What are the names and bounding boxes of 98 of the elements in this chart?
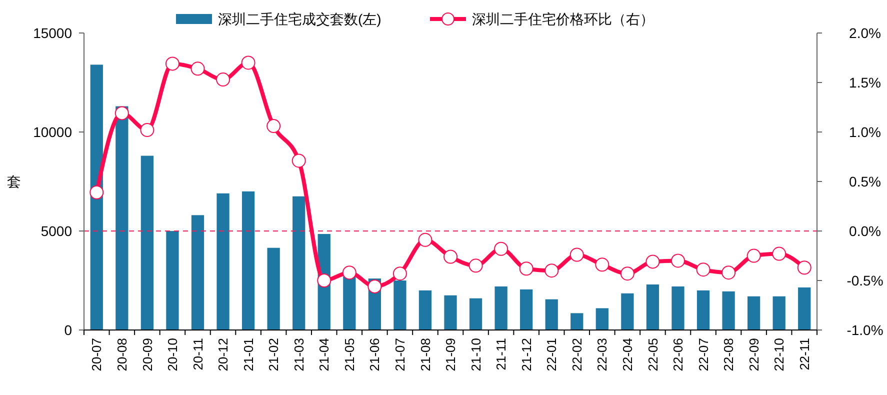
point [241, 56, 256, 70]
point [519, 262, 534, 276]
y2-tick-label: 0.5% [849, 173, 881, 190]
bar [267, 248, 280, 330]
bar [343, 276, 356, 330]
x-tick-label: 21-02 [266, 338, 282, 372]
x-tick-label: 22-09 [746, 338, 762, 372]
x-tick-label: 20-09 [140, 338, 155, 372]
bar [696, 290, 710, 330]
bar [90, 64, 103, 330]
point [444, 250, 458, 264]
x-tick-label: 20-07 [89, 338, 104, 372]
x-tick-label: 20-10 [165, 338, 180, 372]
bar [191, 215, 204, 330]
bar [166, 231, 179, 330]
point [468, 258, 483, 273]
bar [394, 280, 406, 330]
x-tick-label: 22-04 [620, 338, 635, 372]
bar [596, 308, 608, 330]
x-tick-label: 21-06 [367, 338, 382, 372]
point [266, 119, 281, 134]
point [646, 254, 660, 269]
x-tick-label: 20-08 [114, 338, 130, 372]
y-tick-label: 0 [64, 322, 72, 338]
bar [116, 106, 128, 330]
point [595, 258, 610, 272]
x-tick-label: 20-12 [216, 338, 231, 372]
bar [444, 295, 457, 330]
legend-label: 深圳二手住宅成交套数(左) [218, 10, 382, 27]
bar [140, 156, 154, 330]
point [722, 266, 736, 280]
bar [772, 296, 786, 330]
bar [722, 291, 735, 330]
point [368, 279, 382, 294]
bar [418, 290, 432, 330]
x-tick-label: 21-10 [468, 338, 484, 372]
point [570, 248, 584, 262]
bar [494, 286, 508, 330]
x-tick-label: 22-07 [696, 338, 711, 372]
y2-tick-label: 1.5% [849, 74, 881, 90]
x-tick-label: 21-12 [518, 338, 534, 372]
bar [747, 296, 760, 330]
point [392, 266, 407, 281]
x-tick-label: 21-01 [240, 338, 256, 372]
point [165, 56, 180, 71]
x-tick-label: 22-08 [721, 338, 736, 372]
bar [545, 299, 558, 330]
x-tick-label: 20-11 [190, 338, 206, 370]
point [190, 62, 205, 76]
bar [520, 289, 533, 330]
x-tick-label: 22-10 [772, 338, 787, 372]
x-tick-label: 21-07 [392, 338, 408, 372]
bar [646, 284, 660, 330]
x-tick-label: 22-02 [569, 338, 584, 372]
y2-tick-label: -0.5% [846, 272, 884, 288]
x-tick-label: 21-05 [342, 338, 357, 372]
bar [292, 196, 306, 330]
y2-tick-label: 2.0% [849, 24, 881, 41]
x-tick-label: 21-08 [418, 338, 433, 372]
point [772, 246, 786, 261]
bar [621, 293, 634, 330]
x-tick-label: 22-01 [544, 338, 560, 372]
y2-tick-label: -1.0% [846, 322, 884, 338]
point [418, 232, 432, 247]
x-tick-label: 21-11 [494, 338, 509, 370]
x-tick-label: 21-04 [316, 338, 332, 372]
x-tick-label: 21-09 [443, 338, 458, 372]
point [696, 262, 710, 277]
y-tick-label: 10000 [33, 124, 72, 140]
point [90, 185, 104, 200]
point [317, 274, 332, 288]
y-tick-label: 5000 [40, 222, 72, 239]
x-tick-label: 22-06 [670, 338, 686, 372]
point [216, 72, 230, 87]
bar [570, 313, 584, 330]
point [620, 266, 634, 281]
bar [469, 298, 482, 330]
point [114, 106, 129, 120]
point [544, 264, 559, 278]
x-tick-label: 22-05 [645, 338, 660, 372]
x-tick-label: 21-03 [291, 338, 306, 372]
y2-tick-label: 1.0% [849, 124, 881, 140]
point [342, 266, 356, 280]
point [292, 154, 306, 168]
y-axis-title: 套 [7, 173, 21, 190]
point [670, 254, 685, 268]
point [494, 242, 508, 256]
bar [798, 287, 811, 330]
y-tick-label: 15000 [33, 24, 72, 41]
legend-label: 深圳二手住宅价格环比（右） [472, 10, 654, 27]
bar [672, 286, 684, 330]
bar [216, 193, 230, 330]
y2-tick-label: 0.0% [849, 222, 881, 239]
bar [242, 191, 255, 330]
point [140, 123, 154, 138]
x-tick-label: 22-03 [594, 338, 610, 372]
point [746, 248, 761, 263]
x-tick-label: 22-11 [796, 338, 812, 370]
